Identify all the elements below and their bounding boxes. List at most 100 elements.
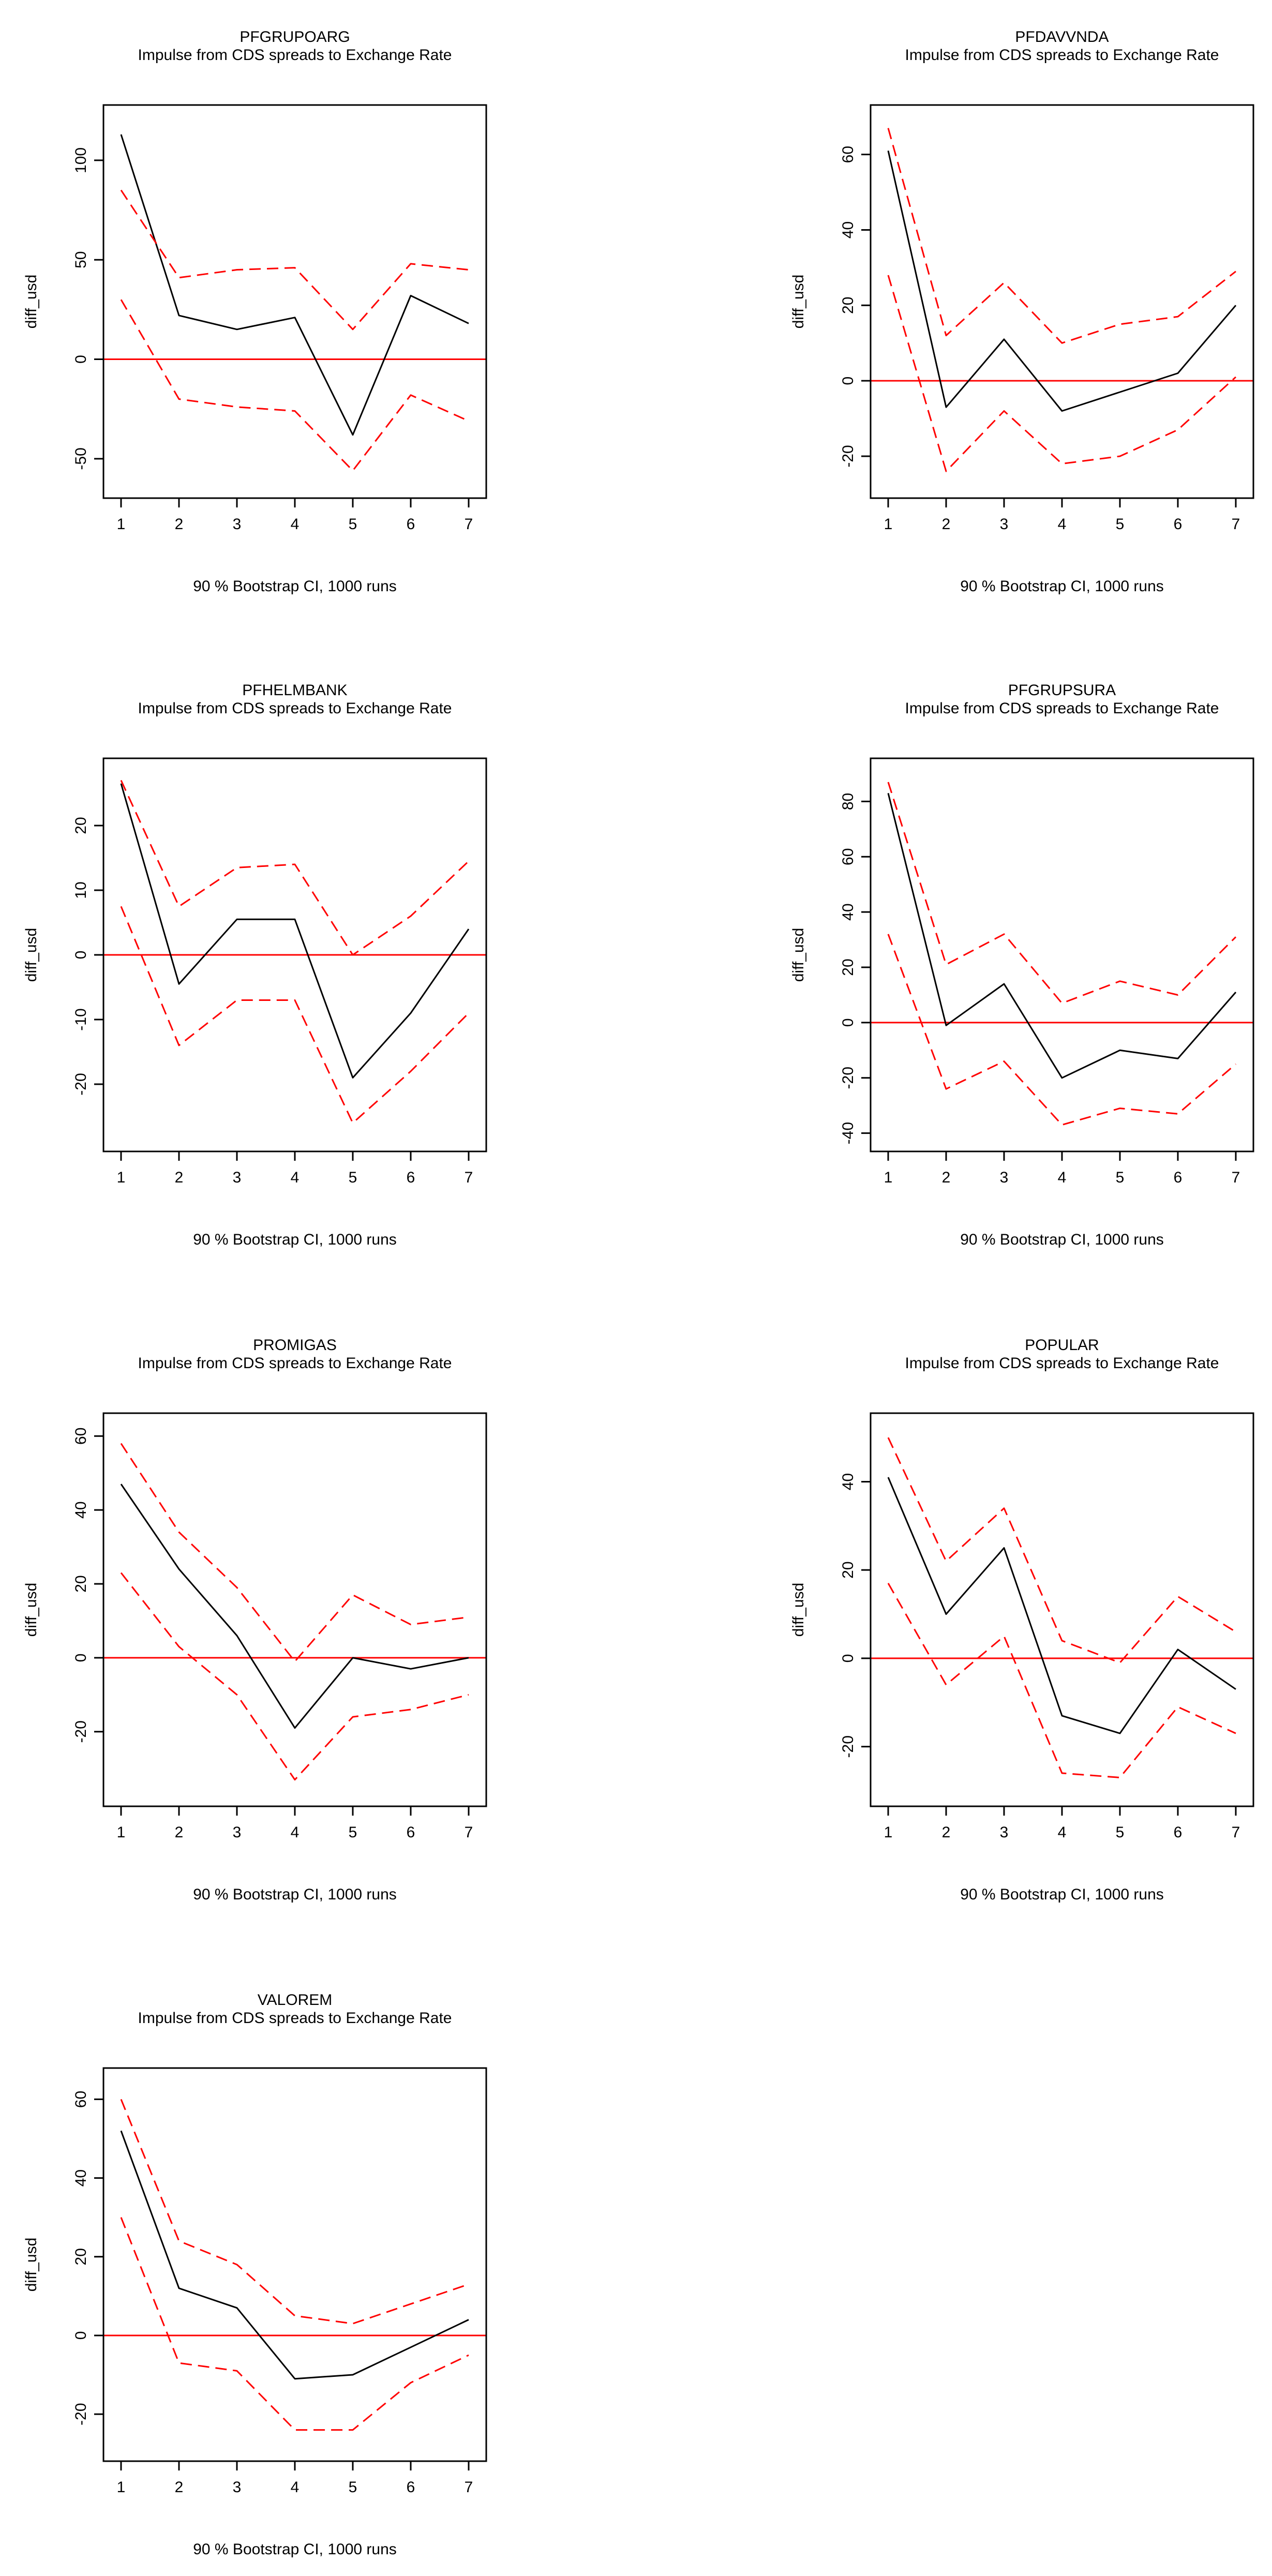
x-tick-label: 3	[233, 1169, 242, 1186]
x-tick-label: 2	[175, 1824, 184, 1841]
x-tick-label: 7	[1232, 1824, 1240, 1841]
panel-title: PFHELMBANK	[242, 682, 347, 699]
y-tick-label: 100	[72, 147, 89, 173]
x-tick-label: 5	[349, 1824, 357, 1841]
x-tick-label: 2	[175, 1169, 184, 1186]
y-tick-label: -20	[840, 1735, 857, 1758]
series-lower-line	[887, 275, 1237, 472]
x-tick-label: 4	[1058, 516, 1067, 533]
x-axis-caption: 90 % Bootstrap CI, 1000 runs	[193, 578, 397, 595]
x-tick-label: 1	[884, 1824, 893, 1841]
y-axis-label: diff_usd	[790, 1583, 807, 1637]
y-tick-label: 0	[72, 355, 89, 364]
y-tick-label: 0	[840, 377, 857, 385]
panel-subtitle: Impulse from CDS spreads to Exchange Rat…	[138, 700, 452, 717]
x-tick-label: 2	[175, 2479, 184, 2496]
panel-subtitle: Impulse from CDS spreads to Exchange Rat…	[138, 2010, 452, 2027]
y-tick-label: 0	[72, 951, 89, 960]
y-tick-label: 0	[840, 1019, 857, 1027]
x-tick-label: 5	[349, 1169, 357, 1186]
x-tick-label: 1	[117, 2479, 126, 2496]
x-axis-caption: 90 % Bootstrap CI, 1000 runs	[960, 1886, 1164, 1903]
y-axis-label: diff_usd	[790, 928, 807, 982]
series-lower-line	[120, 1572, 469, 1781]
x-tick-label: 6	[407, 1169, 415, 1186]
x-tick-label: 7	[1232, 1169, 1240, 1186]
x-tick-label: 1	[117, 1169, 126, 1186]
panel-title: PROMIGAS	[253, 1337, 337, 1354]
y-tick-label: 40	[840, 1473, 857, 1490]
x-tick-label: 5	[349, 2479, 357, 2496]
x-tick-label: 4	[291, 2479, 300, 2496]
x-tick-label: 3	[1000, 1169, 1009, 1186]
x-axis-caption: 90 % Bootstrap CI, 1000 runs	[960, 578, 1164, 595]
y-tick-label: 40	[840, 221, 857, 238]
x-tick-label: 1	[884, 516, 893, 533]
x-tick-label: 5	[1116, 1169, 1125, 1186]
y-tick-label: 60	[72, 2091, 89, 2108]
x-tick-label: 1	[884, 1169, 893, 1186]
panel-title: POPULAR	[1025, 1337, 1099, 1354]
x-tick-label: 1	[117, 1824, 126, 1841]
x-tick-label: 1	[117, 516, 126, 533]
y-tick-label: 20	[72, 1575, 89, 1592]
x-tick-label: 3	[233, 516, 242, 533]
x-tick-label: 7	[465, 2479, 473, 2496]
x-axis-caption: 90 % Bootstrap CI, 1000 runs	[960, 1231, 1164, 1248]
y-tick-label: -20	[72, 1073, 89, 1095]
y-tick-label: -20	[840, 1067, 857, 1089]
x-tick-label: 2	[942, 1169, 951, 1186]
y-tick-label: 20	[840, 1561, 857, 1578]
series-lower-line	[120, 2217, 469, 2431]
series-irf-line	[120, 783, 470, 1079]
y-axis-label: diff_usd	[23, 1583, 40, 1637]
x-tick-label: 7	[465, 516, 473, 533]
x-tick-label: 7	[465, 1824, 473, 1841]
y-tick-label: -40	[840, 1122, 857, 1144]
panel-subtitle: Impulse from CDS spreads to Exchange Rat…	[138, 47, 452, 64]
y-axis-label: diff_usd	[23, 275, 40, 329]
y-tick-label: -20	[72, 1720, 89, 1743]
series-irf-line	[120, 134, 469, 436]
y-tick-label: 40	[72, 2169, 89, 2186]
x-tick-label: 6	[1174, 516, 1183, 533]
series-irf-line	[120, 1484, 469, 1729]
y-tick-label: -20	[72, 2403, 89, 2425]
series-irf-line	[887, 1477, 1236, 1734]
series-upper-line	[120, 1443, 469, 1663]
x-tick-label: 4	[291, 1824, 300, 1841]
y-tick-label: 60	[840, 848, 857, 865]
series-upper-line	[120, 189, 469, 331]
x-tick-label: 3	[1000, 1824, 1009, 1841]
x-tick-label: 6	[407, 1824, 415, 1841]
y-tick-label: 40	[840, 903, 857, 920]
y-tick-label: 20	[840, 297, 857, 314]
x-tick-label: 6	[1174, 1824, 1183, 1841]
x-axis-caption: 90 % Bootstrap CI, 1000 runs	[193, 2541, 397, 2558]
series-irf-line	[887, 150, 1237, 412]
series-upper-line	[120, 2099, 469, 2325]
x-tick-label: 3	[233, 1824, 242, 1841]
y-tick-label: 0	[72, 2331, 89, 2340]
x-tick-label: 5	[349, 516, 357, 533]
y-tick-label: 20	[72, 817, 89, 834]
y-tick-label: 0	[840, 1654, 857, 1663]
x-tick-label: 6	[407, 2479, 415, 2496]
y-tick-label: -20	[840, 445, 857, 467]
x-tick-label: 2	[942, 516, 951, 533]
series-upper-line	[887, 1437, 1236, 1664]
y-tick-label: 20	[72, 2248, 89, 2265]
x-tick-label: 5	[1116, 516, 1125, 533]
series-lower-line	[120, 299, 469, 472]
x-tick-label: 6	[1174, 1169, 1183, 1186]
y-tick-label: 50	[72, 251, 89, 268]
y-axis-label: diff_usd	[23, 2238, 40, 2292]
y-tick-label: 60	[72, 1428, 89, 1445]
y-tick-label: 0	[72, 1654, 89, 1663]
